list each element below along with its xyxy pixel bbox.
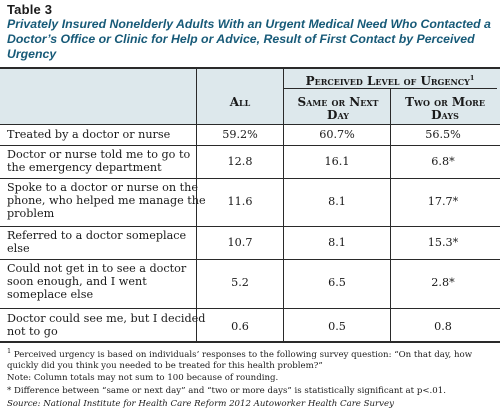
row-divider xyxy=(0,145,500,146)
group-header: Perceived Level of Urgency1 xyxy=(283,72,497,88)
row-divider xyxy=(0,226,500,227)
header-all: All xyxy=(229,95,251,109)
header-two-or-more-days: Two or More Days xyxy=(405,95,485,122)
row-label: Doctor or nurse told me to go to the eme… xyxy=(7,148,191,175)
cell-two-or-more-days: 6.8* xyxy=(431,155,455,168)
footnote-marker: 1 xyxy=(7,347,12,355)
cell-same-next-day: 60.7% xyxy=(319,128,355,141)
footnote-urgency: 1 Perceived urgency is based on individu… xyxy=(7,346,497,372)
row-label: Referred to a doctor someplace else xyxy=(7,229,187,256)
row-label: Could not get in to see a doctor soon en… xyxy=(7,262,187,302)
group-header-label: Perceived Level of Urgency xyxy=(305,74,470,88)
cell-all: 11.6 xyxy=(227,195,253,208)
cell-two-or-more-days: 2.8* xyxy=(431,276,455,289)
row-divider xyxy=(0,178,500,179)
cell-two-or-more-days: 56.5% xyxy=(425,128,461,141)
header-same-next-day: Same or Next Day xyxy=(297,95,379,122)
cell-all: 10.7 xyxy=(227,236,253,249)
source-line: Source: National Institute for Health Ca… xyxy=(7,399,394,409)
row-divider xyxy=(0,259,500,260)
col-divider-2 xyxy=(283,68,284,341)
group-header-marker: 1 xyxy=(469,74,475,82)
col-divider-1 xyxy=(196,68,197,341)
cell-all: 59.2% xyxy=(222,128,258,141)
cell-same-next-day: 8.1 xyxy=(328,236,346,249)
cell-two-or-more-days: 15.3* xyxy=(427,236,459,249)
table-bottom-rule xyxy=(0,341,500,343)
cell-same-next-day: 6.5 xyxy=(328,276,346,289)
cell-all: 5.2 xyxy=(231,276,249,289)
footnote-rounding: Note: Column totals may not sum to 100 b… xyxy=(7,373,279,383)
cell-all: 0.6 xyxy=(231,320,249,333)
row-label: Doctor could see me, but I decided not t… xyxy=(7,312,206,339)
cell-same-next-day: 16.1 xyxy=(324,155,350,168)
row-label: Treated by a doctor or nurse xyxy=(7,128,171,141)
cell-same-next-day: 0.5 xyxy=(328,320,346,333)
row-label: Spoke to a doctor or nurse on the phone,… xyxy=(7,181,206,221)
header-bottom-rule xyxy=(0,124,500,125)
header-band xyxy=(0,68,500,125)
row-divider xyxy=(0,308,500,309)
table-label: Table 3 xyxy=(7,2,53,17)
footnote-urgency-text: Perceived urgency is based on individual… xyxy=(7,349,473,371)
cell-two-or-more-days: 0.8 xyxy=(434,320,452,333)
footnote-significance: * Difference between “same or next day” … xyxy=(7,386,446,396)
group-underline xyxy=(283,88,497,89)
table-top-rule xyxy=(0,67,500,69)
table-title: Privately Insured Nonelderly Adults With… xyxy=(7,17,491,61)
cell-all: 12.8 xyxy=(227,155,253,168)
cell-two-or-more-days: 17.7* xyxy=(427,195,459,208)
col-divider-3 xyxy=(390,89,391,341)
cell-same-next-day: 8.1 xyxy=(328,195,346,208)
